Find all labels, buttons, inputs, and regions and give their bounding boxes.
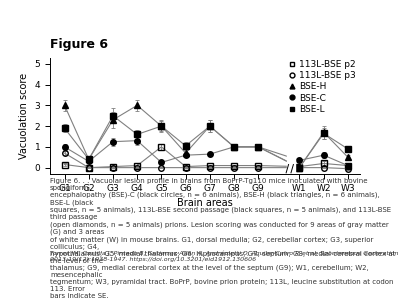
Bar bbox=[287, 58, 295, 174]
X-axis label: Brain areas: Brain areas bbox=[177, 198, 233, 208]
Text: Figure 6: Figure 6 bbox=[50, 38, 108, 51]
Text: Torres JM, Castilla J, Pintado B, Gutierrez-Adan A, Andréoletti O, Aguilar-Calvo: Torres JM, Castilla J, Pintado B, Gutier… bbox=[50, 251, 400, 262]
Legend: 113L-BSE p2, 113L-BSE p3, BSE-H, BSE-C, BSE-L: 113L-BSE p2, 113L-BSE p3, BSE-H, BSE-C, … bbox=[288, 60, 356, 114]
Text: Figure 6. . . Vacuolar lesion profile in brains from BoPrP-Tg110 mice inoculated: Figure 6. . . Vacuolar lesion profile in… bbox=[50, 178, 395, 299]
Y-axis label: Vacuolation score: Vacuolation score bbox=[19, 73, 29, 159]
